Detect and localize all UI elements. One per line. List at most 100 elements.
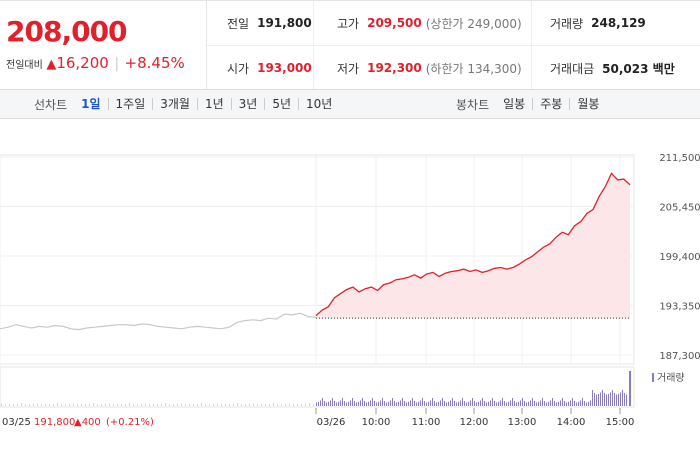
volume-bar — [65, 404, 66, 406]
x-axis: 03/25 03/26 10:00 11:00 12:00 13:00 14:00 15:00 — [2, 408, 634, 428]
volume-bar — [484, 401, 485, 406]
volume-bar — [528, 401, 529, 406]
volume-bar — [576, 402, 577, 406]
volume-bar — [502, 398, 503, 406]
volume-bar — [590, 400, 591, 406]
volume-bar — [177, 403, 178, 406]
candle-chart-ranges: 봉차트 일봉 주봉 월봉 — [456, 90, 606, 118]
volume-bar — [478, 401, 479, 406]
volume-bar — [17, 404, 18, 406]
volume-bar — [340, 400, 341, 406]
volume-bar — [606, 394, 607, 406]
volume-bar — [596, 394, 597, 406]
volume-bar — [376, 402, 377, 406]
candle-weekly-button[interactable]: 주봉 — [532, 98, 569, 110]
volume-bar — [364, 401, 365, 406]
volume-bar — [554, 401, 555, 406]
volume-bar — [49, 404, 50, 406]
volume-bar — [301, 404, 302, 406]
volume-bar — [532, 398, 533, 406]
volume-bar — [77, 404, 78, 406]
volume-bar — [93, 403, 94, 406]
volume-bar — [508, 401, 509, 406]
volume-bar — [578, 401, 579, 406]
candle-daily-button[interactable]: 일봉 — [503, 97, 526, 111]
candle-monthly-button[interactable]: 월봉 — [569, 98, 606, 110]
volume-bar — [153, 404, 154, 406]
volume-frame — [0, 366, 635, 408]
volume-bar — [348, 401, 349, 406]
range-1d-button[interactable]: 1일 — [81, 97, 101, 111]
volume-bar — [618, 393, 619, 406]
volume-bar — [261, 404, 262, 406]
stat-label: 시가 — [227, 61, 250, 76]
volume-bar — [488, 401, 489, 406]
range-3m-button[interactable]: 3개월 — [152, 98, 197, 110]
volume-bar — [133, 404, 134, 406]
volume-bar — [374, 401, 375, 406]
volume-bar — [193, 404, 194, 406]
volume-bar — [249, 403, 250, 406]
volume-bar — [458, 401, 459, 406]
volume-bar — [472, 398, 473, 406]
volume-bar — [612, 390, 613, 406]
volume-bar — [281, 404, 282, 406]
volume-bar — [562, 398, 563, 406]
volume-bar — [185, 404, 186, 406]
range-3y-button[interactable]: 3년 — [230, 98, 265, 110]
today-series-line — [315, 172, 631, 317]
volume-bar — [37, 403, 38, 406]
volume-bar — [422, 398, 423, 406]
volume-bar — [289, 403, 290, 406]
volume-bar — [61, 404, 62, 406]
volume-bar — [293, 404, 294, 406]
volume-bar — [552, 398, 553, 406]
volume-bar — [594, 393, 595, 406]
volume-bar — [522, 398, 523, 406]
volume-bar — [332, 398, 333, 406]
volume-bar — [480, 400, 481, 406]
range-5y-button[interactable]: 5년 — [264, 98, 298, 110]
volume-bar — [570, 400, 571, 406]
volume-bar — [121, 404, 122, 406]
volume-bar — [169, 404, 170, 406]
volume-bar — [482, 398, 483, 406]
stat-value: 209,500 — [367, 16, 422, 30]
volume-bar — [358, 401, 359, 406]
volume-bar — [125, 404, 126, 406]
stats-grid: 전일 191,800 고가 209,500 (상한가 249,000) 거래량 … — [207, 1, 700, 90]
volume-bar — [534, 401, 535, 406]
line-chart-label: 선차트 — [34, 97, 68, 112]
volume-bar — [313, 404, 314, 406]
volume-bar — [462, 398, 463, 406]
line-chart-ranges: 선차트 1일 1주일 3개월 1년 3년 5년 10년 — [34, 90, 339, 118]
volume-bar — [141, 403, 142, 406]
volume-bar — [470, 400, 471, 406]
volume-bar — [326, 402, 327, 406]
volume-bar — [440, 400, 441, 406]
quote-header: 208,000 전일대비 ▲16,200 | +8.45% 전일 191,800… — [0, 0, 700, 90]
range-1w-button[interactable]: 1주일 — [107, 98, 153, 110]
stat-volume: 거래량 248,129 — [550, 1, 646, 45]
range-1y-button[interactable]: 1년 — [196, 98, 231, 110]
volume-bar — [468, 401, 469, 406]
volume-bar — [41, 404, 42, 406]
volume-bar — [221, 404, 222, 406]
volume-bar — [558, 401, 559, 406]
volume-bar — [400, 400, 401, 406]
volume-bar — [398, 401, 399, 406]
volume-bar — [1, 403, 2, 406]
volume-bar — [309, 403, 310, 406]
volume-bar — [269, 404, 270, 406]
range-10y-button[interactable]: 10년 — [298, 98, 339, 110]
volume-bar — [614, 393, 615, 406]
volume-bar — [476, 402, 477, 406]
volume-bar — [241, 404, 242, 406]
volume-bar — [205, 404, 206, 406]
divider — [207, 45, 700, 46]
volume-bar — [384, 401, 385, 406]
volume-bar — [414, 401, 415, 406]
volume-bar — [285, 403, 286, 406]
volume-bar — [410, 400, 411, 406]
volume-bar — [500, 400, 501, 406]
